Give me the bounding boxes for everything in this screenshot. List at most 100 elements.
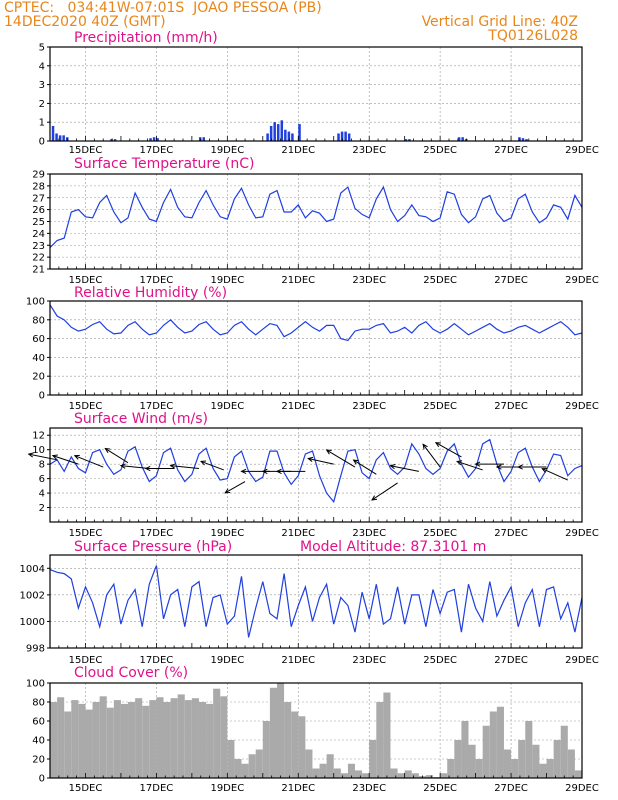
cloud-bar: [177, 694, 185, 778]
wind-xtick-label: 23DEC: [352, 528, 386, 539]
wind-arrow-head: [224, 488, 231, 494]
cloud-bar: [489, 711, 497, 778]
pressure-ytick-label: 1002: [20, 590, 45, 601]
cloud-bar: [92, 702, 100, 778]
precip-bar: [55, 133, 58, 141]
precip-xtick-label: 27DEC: [494, 145, 528, 156]
cloud-ytick-label: 60: [32, 717, 45, 728]
pressure-series-line: [49, 565, 583, 638]
cloud-bar: [220, 696, 228, 778]
cloud-bar: [390, 768, 398, 778]
wind-arrow-head: [422, 443, 428, 450]
cloud-bar: [284, 702, 292, 778]
temp-xtick-label: 29DEC: [565, 275, 599, 286]
cloud-bar: [482, 725, 490, 778]
wind-arrow: [456, 460, 483, 471]
precip-bar: [65, 137, 69, 141]
cloud-bar: [184, 700, 192, 778]
temp-ytick-label: 22: [32, 253, 45, 264]
precip-ytick-label: 5: [39, 43, 45, 54]
rh-ytick-label: 40: [32, 353, 45, 364]
cloud-bar: [276, 683, 285, 778]
cloud-xtick-label: 15DEC: [69, 783, 103, 794]
precip-bar: [298, 124, 301, 141]
precip-bar: [521, 138, 525, 141]
precip-bar: [273, 122, 276, 141]
temp-xtick-label: 21DEC: [281, 275, 315, 286]
wind-xtick-label: 17DEC: [140, 528, 174, 539]
temp-xtick-label: 19DEC: [210, 275, 244, 286]
cloud-bar: [347, 763, 356, 778]
precip-bar: [113, 139, 117, 141]
cloud-bar: [496, 706, 504, 778]
wind-arrow-head: [144, 465, 151, 472]
cloud-bar: [113, 700, 121, 778]
cloud-bar: [355, 770, 363, 778]
wind-arrow-head: [517, 464, 523, 470]
cloud-bar: [57, 697, 65, 778]
cloud-bar: [241, 763, 249, 778]
precip-bar: [461, 137, 464, 141]
wind-ytick-label: 6: [39, 474, 45, 485]
pressure-xtick-label: 23DEC: [352, 655, 386, 666]
precip-ytick-label: 3: [39, 80, 45, 91]
precip-bar: [110, 139, 113, 141]
cloud-xtick-label: 19DEC: [210, 783, 244, 794]
wind-arrow-head: [169, 463, 176, 469]
precip-frame: [49, 46, 583, 142]
cloud-xtick-label: 23DEC: [352, 783, 386, 794]
temp-series-line: [49, 185, 583, 249]
rh-xtick-label: 29DEC: [565, 401, 599, 412]
cloud-panel: 0 20 40 60 80 100 15DEC 17DEC 19DEC 21DEC 23DEC 25D…: [26, 665, 599, 794]
cloud-bar: [326, 754, 334, 778]
cloud-bar: [156, 697, 164, 778]
temp-xtick-label: 17DEC: [140, 275, 174, 286]
precip-ytick-label: 0: [39, 137, 45, 148]
wind-frame: [49, 427, 583, 523]
precip-title: Precipitation (mm/h): [74, 30, 218, 46]
temp-ytick-label: 28: [32, 181, 45, 192]
wind-arrow: [371, 482, 398, 501]
cloud-bar: [198, 702, 207, 778]
precip-xtick-label: 17DEC: [140, 145, 174, 156]
precip-bar: [408, 139, 411, 141]
cloud-bar: [163, 702, 171, 778]
cloud-bar: [312, 768, 320, 778]
wind-ytick-label: 2: [39, 503, 45, 514]
precip-bar: [280, 120, 284, 141]
wind-ytick-label: 8: [39, 460, 45, 471]
cloud-bar: [120, 703, 129, 778]
cloud-bar: [546, 759, 554, 778]
wind-arrow-head: [474, 461, 481, 467]
header-model: TQ0126L028: [488, 28, 578, 44]
header-station: CPTEC: 034:41W-07:01S JOAO PESSOA (PB): [4, 0, 322, 16]
pressure-ytick-label: 998: [26, 644, 45, 655]
wind-ytick-label: 4: [39, 489, 45, 500]
wind-arrow: [308, 457, 334, 465]
temp-ytick-label: 27: [32, 193, 45, 204]
cloud-bar: [383, 692, 391, 778]
wind-arrow: [326, 449, 356, 468]
wind-arrow: [542, 468, 569, 481]
temp-ytick-label: 29: [32, 170, 45, 181]
cloud-ytick-label: 20: [32, 755, 45, 766]
precip-bar: [404, 139, 408, 141]
precip-bar: [156, 138, 159, 141]
header-run-time: 14DEC2020 40Z (GMT): [4, 14, 166, 30]
wind-arrow-head: [371, 495, 378, 501]
pressure-xtick-label: 15DEC: [69, 655, 103, 666]
wind-ytick-label: 10: [32, 445, 45, 456]
wind-arrow-head: [73, 454, 80, 460]
precip-bar: [287, 131, 291, 141]
cloud-bar: [135, 698, 143, 778]
precip-bar: [525, 139, 528, 141]
precip-panel: 0 1 2 3 4 5 15DEC 17DEC 19DEC 21DEC 23DEC 25DEC 27DE…: [39, 30, 599, 156]
cloud-bar: [85, 709, 93, 778]
temp-ytick-label: 25: [32, 217, 45, 228]
wind-arrow-head: [261, 468, 268, 475]
cloud-bar: [425, 775, 434, 778]
cloud-bar: [475, 759, 483, 778]
precip-bar: [518, 137, 521, 141]
cloud-bar: [64, 711, 72, 778]
rh-xtick-label: 27DEC: [494, 401, 528, 412]
